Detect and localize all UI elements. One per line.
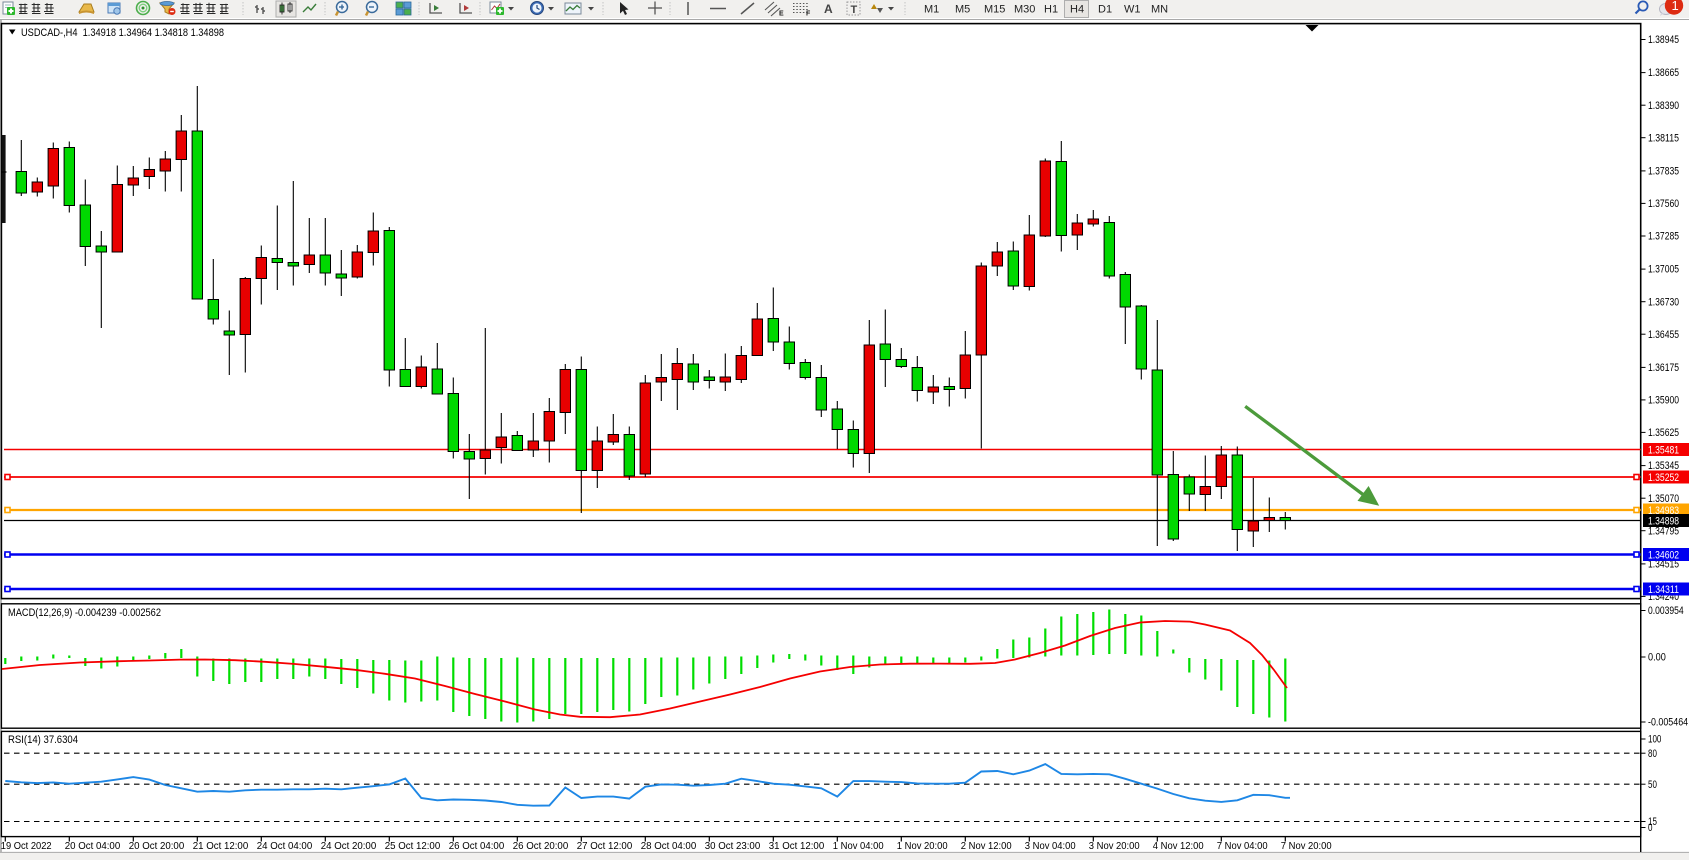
svg-text:1 Nov 20:00: 1 Nov 20:00: [897, 841, 948, 852]
svg-text:1.38665: 1.38665: [1648, 67, 1679, 79]
svg-text:1.37285: 1.37285: [1648, 231, 1679, 243]
svg-text:1.35070: 1.35070: [1648, 493, 1679, 505]
svg-text:E: E: [779, 11, 784, 18]
svg-text:H4: H4: [1070, 4, 1084, 16]
svg-text:D1: D1: [1098, 4, 1112, 16]
svg-text:24 Oct 20:00: 24 Oct 20:00: [321, 841, 377, 852]
svg-text:1.37560: 1.37560: [1648, 198, 1679, 210]
svg-text:7 Nov 20:00: 7 Nov 20:00: [1281, 841, 1332, 852]
svg-text:1.36730: 1.36730: [1648, 296, 1679, 308]
svg-text:0: 0: [1648, 822, 1653, 834]
svg-text:3 Nov 04:00: 3 Nov 04:00: [1025, 841, 1076, 852]
svg-text:M15: M15: [984, 4, 1005, 16]
svg-text:1.34311: 1.34311: [1648, 584, 1679, 596]
svg-text:25 Oct 12:00: 25 Oct 12:00: [385, 841, 441, 852]
svg-text:19 Oct 2022: 19 Oct 2022: [1, 841, 52, 852]
svg-text:1.34983: 1.34983: [1648, 505, 1679, 517]
svg-text:1 Nov 04:00: 1 Nov 04:00: [833, 841, 884, 852]
svg-text:1.35481: 1.35481: [1648, 444, 1679, 456]
svg-text:24 Oct 04:00: 24 Oct 04:00: [257, 841, 313, 852]
svg-text:F: F: [806, 11, 811, 18]
svg-text:26 Oct 20:00: 26 Oct 20:00: [513, 841, 569, 852]
svg-text:1.36455: 1.36455: [1648, 329, 1679, 341]
svg-text:30 Oct 23:00: 30 Oct 23:00: [705, 841, 761, 852]
svg-text:27 Oct 12:00: 27 Oct 12:00: [577, 841, 633, 852]
svg-text:1.38115: 1.38115: [1648, 132, 1679, 144]
svg-text:M30: M30: [1014, 4, 1035, 16]
svg-text:1.38945: 1.38945: [1648, 34, 1679, 46]
svg-text:0.00: 0.00: [1648, 652, 1666, 664]
svg-text:M5: M5: [955, 4, 970, 16]
svg-text:1.35252: 1.35252: [1648, 472, 1679, 484]
svg-text:1.35625: 1.35625: [1648, 427, 1679, 439]
svg-text:1.34898: 1.34898: [1648, 515, 1679, 527]
svg-text:0.003954: 0.003954: [1648, 605, 1684, 617]
svg-text:31 Oct 12:00: 31 Oct 12:00: [769, 841, 825, 852]
svg-text:80: 80: [1648, 748, 1657, 760]
svg-text:4 Nov 12:00: 4 Nov 12:00: [1153, 841, 1204, 852]
svg-text:20 Oct 04:00: 20 Oct 04:00: [65, 841, 121, 852]
svg-text:1.37835: 1.37835: [1648, 166, 1679, 178]
svg-text:RSI(14) 37.6304: RSI(14) 37.6304: [8, 734, 78, 746]
svg-text:M1: M1: [924, 4, 939, 16]
svg-text:26 Oct 04:00: 26 Oct 04:00: [449, 841, 505, 852]
svg-text:USDCAD-,H4 1.34918 1.34964 1.: USDCAD-,H4 1.34918 1.34964 1.34818 1.348…: [21, 27, 224, 39]
svg-text:1.35900: 1.35900: [1648, 395, 1679, 407]
svg-text:1.37005: 1.37005: [1648, 264, 1679, 276]
svg-text:2 Nov 12:00: 2 Nov 12:00: [961, 841, 1012, 852]
svg-text:1.38390: 1.38390: [1648, 100, 1679, 112]
svg-text:50: 50: [1648, 779, 1657, 791]
svg-text:H1: H1: [1044, 4, 1058, 16]
svg-text:1.34795: 1.34795: [1648, 525, 1679, 537]
svg-text:MN: MN: [1151, 4, 1168, 16]
svg-text:W1: W1: [1124, 4, 1141, 16]
svg-text:21 Oct 12:00: 21 Oct 12:00: [193, 841, 249, 852]
svg-text:1.35345: 1.35345: [1648, 460, 1679, 472]
svg-text:MACD(12,26,9) -0.004239 -0.002: MACD(12,26,9) -0.004239 -0.002562: [8, 607, 161, 619]
svg-text:100: 100: [1648, 734, 1661, 746]
svg-text:1.34602: 1.34602: [1648, 549, 1679, 561]
svg-text:28 Oct 04:00: 28 Oct 04:00: [641, 841, 697, 852]
svg-text:-0.005464: -0.005464: [1648, 717, 1688, 729]
svg-text:1.36175: 1.36175: [1648, 362, 1679, 374]
svg-text:1: 1: [1672, 0, 1679, 13]
svg-text:15: 15: [1648, 816, 1657, 828]
svg-text:3 Nov 20:00: 3 Nov 20:00: [1089, 841, 1140, 852]
svg-text:A: A: [824, 2, 833, 16]
svg-text:7 Nov 04:00: 7 Nov 04:00: [1217, 841, 1268, 852]
svg-text:1.34515: 1.34515: [1648, 559, 1679, 571]
svg-text:20 Oct 20:00: 20 Oct 20:00: [129, 841, 185, 852]
svg-text:T: T: [851, 4, 858, 16]
